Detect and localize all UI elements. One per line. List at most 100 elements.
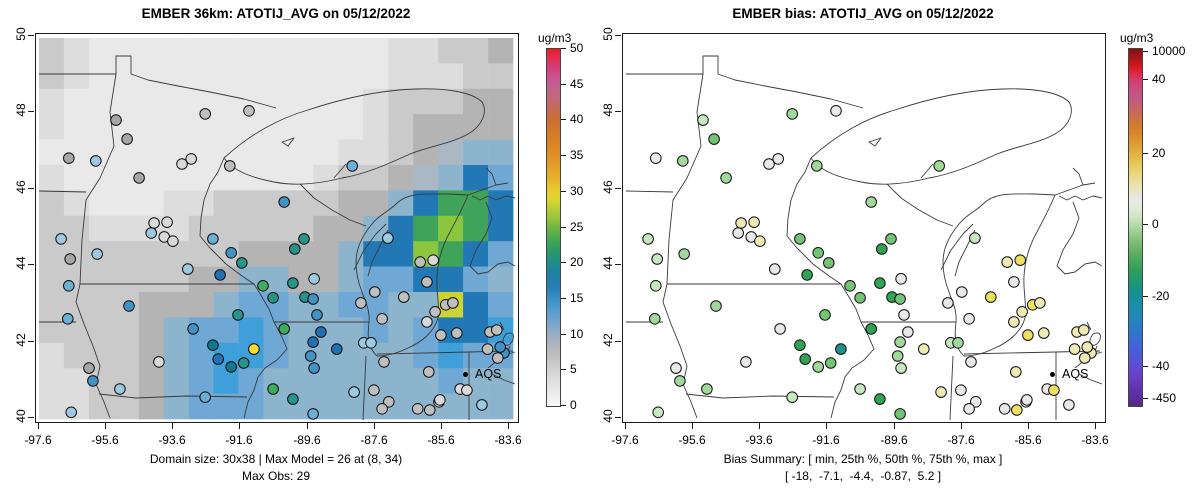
- aqs-station-dot: [678, 248, 691, 260]
- model-colorbar: [546, 48, 561, 407]
- aqs-station-dot: [674, 375, 686, 387]
- x-axis-tick: [508, 423, 509, 429]
- aqs-station-dot: [902, 326, 914, 338]
- colorbar-tick: [561, 405, 566, 406]
- colorbar-tick: [561, 155, 566, 156]
- aqs-station-dot: [935, 386, 947, 398]
- x-axis-tick: [961, 423, 962, 429]
- aqs-station-dot: [287, 277, 299, 289]
- aqs-station-dot: [267, 383, 279, 395]
- aqs-station-dot: [424, 404, 436, 416]
- aqs-station-dot: [225, 247, 237, 259]
- x-axis-label: -85.6: [427, 433, 455, 447]
- aqs-station-dot: [970, 396, 982, 408]
- x-axis-label: -95.6: [678, 433, 706, 447]
- aqs-station-dot: [414, 256, 427, 268]
- colorbar-tick-label: 50: [570, 41, 584, 55]
- aqs-station-dot: [248, 343, 260, 355]
- aqs-station-dot: [243, 105, 255, 117]
- colorbar-tick: [561, 369, 566, 370]
- aqs-station-dot: [1081, 341, 1094, 353]
- aqs-station-dot: [308, 362, 320, 374]
- aqs-station-dot: [492, 352, 504, 364]
- aqs-station-dot: [90, 155, 102, 167]
- aqs-station-dot: [894, 336, 906, 348]
- aqs-station-dot: [232, 309, 244, 321]
- aqs-station-dot: [114, 383, 126, 395]
- aqs-station-dot: [772, 153, 784, 165]
- aqs-station-dot: [1014, 254, 1027, 266]
- x-axis-tick: [172, 423, 173, 429]
- colorbar-tick-label: 10000: [1152, 44, 1186, 58]
- aqs-station-dot: [998, 403, 1011, 415]
- panel-model-caption-1: Domain size: 30x38 | Max Model = 26 at (…: [149, 452, 403, 466]
- x-axis-label: -89.6: [293, 433, 321, 447]
- aqs-station-dot: [774, 323, 786, 335]
- colorbar-tick: [561, 262, 566, 263]
- aqs-station-dot: [875, 243, 888, 255]
- colorbar-tick-label: 10: [570, 327, 584, 341]
- aqs-station-dot: [346, 160, 359, 172]
- aqs-station-dot: [1010, 366, 1022, 378]
- x-axis-label: -83.6: [494, 433, 522, 447]
- x-axis-tick: [826, 423, 827, 429]
- aqs-station-dot: [740, 356, 752, 368]
- aqs-station-dot: [224, 160, 236, 172]
- x-axis-label: -83.6: [1081, 433, 1109, 447]
- aqs-station-dot: [823, 257, 835, 269]
- aqs-station-dot: [720, 172, 732, 184]
- aqs-station-dot: [894, 293, 906, 305]
- aqs-station-dot: [65, 406, 78, 419]
- aqs-station-dot: [199, 391, 211, 404]
- aqs-station-dot: [382, 232, 394, 244]
- y-axis-label: 46: [601, 180, 615, 194]
- aqs-station-dot: [421, 316, 433, 328]
- panel-bias: EMBER bias: ATOTIJ_AVG on 05/12/2022 Bia…: [600, 0, 1200, 502]
- aqs-station-dot: [933, 160, 946, 172]
- colorbar-tick-label: 40: [570, 112, 584, 126]
- colorbar-tick-label: 25: [570, 220, 584, 234]
- colorbar-tick-label: 5: [570, 362, 577, 376]
- aqs-station-dot: [1063, 399, 1075, 411]
- aqs-station-dot: [435, 329, 447, 341]
- aqs-station-dot: [652, 406, 665, 419]
- x-axis-label: -95.6: [91, 433, 119, 447]
- aqs-station-dot: [1021, 394, 1033, 406]
- colorbar-tick: [561, 334, 566, 335]
- colorbar-tick-label: 15: [570, 291, 584, 305]
- aqs-legend-dot-icon: [1050, 371, 1055, 377]
- aqs-station-dot: [257, 280, 269, 292]
- aqs-station-dot: [769, 263, 781, 275]
- panel-bias-caption-2: [ -18, -7.1, -4.4, -0.87, 5.2 ]: [784, 469, 942, 483]
- aqs-station-dot: [307, 336, 319, 348]
- x-axis-label: -97.6: [24, 433, 52, 447]
- aqs-station-dots: [642, 105, 1097, 420]
- aqs-station-dot: [701, 383, 713, 395]
- model-raster-grid: [39, 38, 514, 420]
- y-axis-label: 50: [14, 27, 28, 41]
- aqs-station-dot: [447, 297, 459, 309]
- y-axis-label: 44: [601, 256, 615, 270]
- aqs-station-dot: [942, 297, 954, 309]
- aqs-station-dot: [236, 257, 248, 269]
- aqs-station-dot: [799, 353, 811, 365]
- aqs-station-dot: [476, 399, 488, 411]
- aqs-station-dot: [786, 108, 798, 120]
- x-axis-tick: [625, 423, 626, 429]
- aqs-station-dot: [185, 153, 197, 165]
- aqs-station-dot: [748, 216, 760, 228]
- x-axis-tick: [441, 423, 442, 429]
- aqs-station-dot: [1079, 352, 1091, 364]
- y-axis-label: 48: [601, 103, 615, 117]
- colorbar-tick: [561, 84, 566, 85]
- aqs-station-dot: [278, 323, 290, 335]
- x-axis-label: -85.6: [1014, 433, 1042, 447]
- aqs-station-dot: [1016, 306, 1028, 318]
- aqs-station-dot: [182, 263, 194, 275]
- aqs-station-dot: [64, 253, 77, 265]
- aqs-station-dot: [267, 292, 279, 304]
- aqs-station-dot: [355, 297, 367, 309]
- aqs-station-dot: [298, 233, 310, 245]
- aqs-station-dot: [369, 286, 381, 298]
- colorbar-tick-label: 0: [570, 398, 577, 412]
